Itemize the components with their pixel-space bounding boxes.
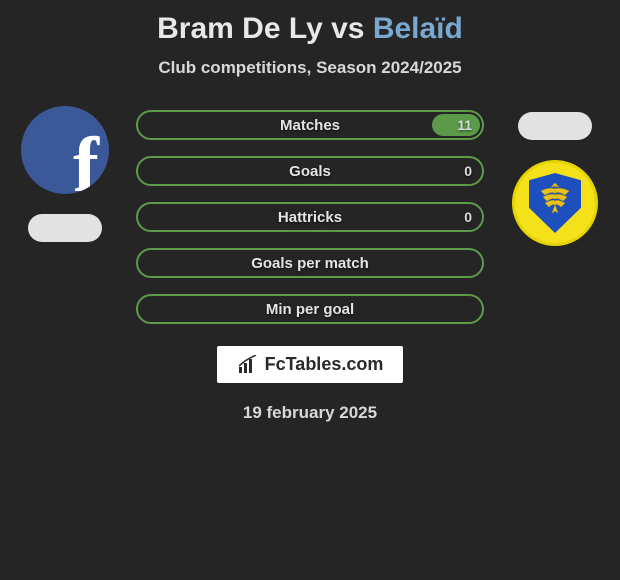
chart-icon <box>237 355 259 375</box>
comparison-card: Bram De Ly vs Belaïd Club competitions, … <box>0 0 620 435</box>
title-player1: Bram De Ly <box>157 12 323 45</box>
player2-avatar <box>512 160 598 246</box>
comparison-row: f Matches 11 Goals 0 Hattricks 0 G <box>10 106 610 324</box>
title-vs: vs <box>323 12 373 45</box>
player2-club-badge <box>518 112 592 140</box>
subtitle: Club competitions, Season 2024/2025 <box>158 58 461 78</box>
stat-hattricks: Hattricks 0 <box>136 202 484 232</box>
date-stamp: 19 february 2025 <box>243 403 377 423</box>
stat-hattricks-label: Hattricks <box>278 209 342 226</box>
stat-matches: Matches 11 <box>136 110 484 140</box>
stat-gpm-label: Goals per match <box>251 255 369 272</box>
stat-gpm: Goals per match <box>136 248 484 278</box>
stat-goals-label: Goals <box>289 163 331 180</box>
branding-box[interactable]: FcTables.com <box>217 346 404 383</box>
stat-goals: Goals 0 <box>136 156 484 186</box>
page-title: Bram De Ly vs Belaïd <box>157 12 463 46</box>
stat-matches-label: Matches <box>280 117 340 134</box>
branding-text: FcTables.com <box>265 354 384 375</box>
stat-mpg: Min per goal <box>136 294 484 324</box>
stat-mpg-label: Min per goal <box>266 301 354 318</box>
facebook-icon: f <box>73 126 99 194</box>
stats-column: Matches 11 Goals 0 Hattricks 0 Goals per… <box>136 106 484 324</box>
eagle-icon <box>535 181 575 217</box>
right-side <box>500 106 610 246</box>
title-player2: Belaïd <box>373 12 463 45</box>
stat-goals-right: 0 <box>464 163 472 179</box>
stat-matches-right: 11 <box>457 117 472 133</box>
stvv-crest <box>529 173 581 233</box>
stat-hattricks-right: 0 <box>464 209 472 225</box>
player1-avatar: f <box>21 106 109 194</box>
player1-club-badge <box>28 214 102 242</box>
left-side: f <box>10 106 120 242</box>
